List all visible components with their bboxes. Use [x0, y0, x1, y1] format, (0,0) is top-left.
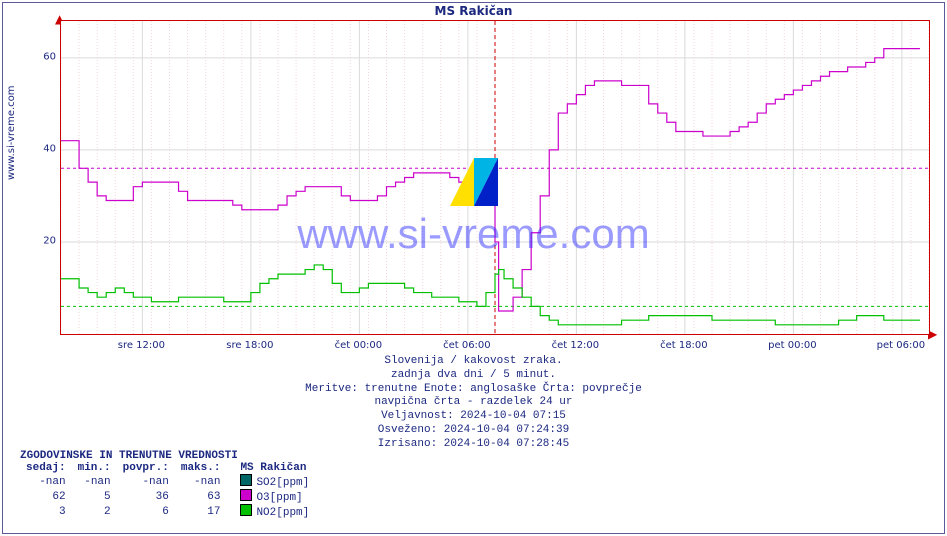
stats-col-header: maks.: [175, 462, 227, 474]
table-row: 32617 NO2[ppm] [20, 504, 315, 519]
footer-line: Meritve: trenutne Enote: anglosaške Črta… [0, 383, 947, 397]
x-tick-label: pet 00:00 [768, 340, 816, 351]
stats-cell: 62 [20, 489, 72, 504]
plot-area [60, 20, 930, 335]
x-tick-label: čet 12:00 [552, 340, 600, 351]
stats-cell: -nan [175, 474, 227, 489]
stats-cell: -nan [117, 474, 175, 489]
legend-label: NO2[ppm] [256, 507, 309, 519]
stats-table: sedaj:min.:povpr.:maks.:MS Rakičan -nan-… [20, 462, 315, 519]
footer-line: navpična črta - razdelek 24 ur [0, 396, 947, 410]
plot-svg [61, 21, 929, 334]
legend-label: O3[ppm] [256, 492, 302, 504]
stats-block: ZGODOVINSKE IN TRENUTNE VREDNOSTI sedaj:… [20, 450, 315, 519]
stats-cell: 6 [117, 504, 175, 519]
x-tick-label: sre 18:00 [226, 340, 273, 351]
legend-swatch [240, 489, 252, 501]
footer-line: zadnja dva dni / 5 minut. [0, 369, 947, 383]
y-axis-label: www.si-vreme.com [6, 85, 17, 180]
legend-cell: SO2[ppm] [226, 474, 315, 489]
footer-line: Osveženo: 2024-10-04 07:24:39 [0, 424, 947, 438]
stats-cell: -nan [20, 474, 72, 489]
x-tick-label: čet 00:00 [335, 340, 383, 351]
x-tick-label: sre 12:00 [118, 340, 165, 351]
footer-info: Slovenija / kakovost zraka.zadnja dva dn… [0, 355, 947, 451]
stats-cell: 63 [175, 489, 227, 504]
stats-header: ZGODOVINSKE IN TRENUTNE VREDNOSTI [20, 450, 315, 462]
y-tick-label: 40 [38, 143, 56, 154]
legend-swatch [240, 474, 252, 486]
stats-cell: 17 [175, 504, 227, 519]
stats-cell: 5 [72, 489, 117, 504]
legend-cell: NO2[ppm] [226, 504, 315, 519]
y-tick-label: 20 [38, 235, 56, 246]
stats-col-header: sedaj: [20, 462, 72, 474]
x-tick-label: pet 06:00 [877, 340, 925, 351]
x-tick-label: čet 06:00 [443, 340, 491, 351]
footer-line: Veljavnost: 2024-10-04 07:15 [0, 410, 947, 424]
legend-cell: O3[ppm] [226, 489, 315, 504]
stats-cell: 36 [117, 489, 175, 504]
stats-cell: 2 [72, 504, 117, 519]
stats-cell: 3 [20, 504, 72, 519]
stats-col-header: povpr.: [117, 462, 175, 474]
chart-title: MS Rakičan [0, 4, 947, 18]
legend-label: SO2[ppm] [256, 477, 309, 489]
table-row: -nan-nan-nan-nanSO2[ppm] [20, 474, 315, 489]
stats-cell: -nan [72, 474, 117, 489]
footer-line: Slovenija / kakovost zraka. [0, 355, 947, 369]
table-row: 6253663 O3[ppm] [20, 489, 315, 504]
stats-station-header: MS Rakičan [226, 462, 315, 474]
x-tick-label: čet 18:00 [660, 340, 708, 351]
y-tick-label: 60 [38, 51, 56, 62]
stats-col-header: min.: [72, 462, 117, 474]
legend-swatch [240, 504, 252, 516]
